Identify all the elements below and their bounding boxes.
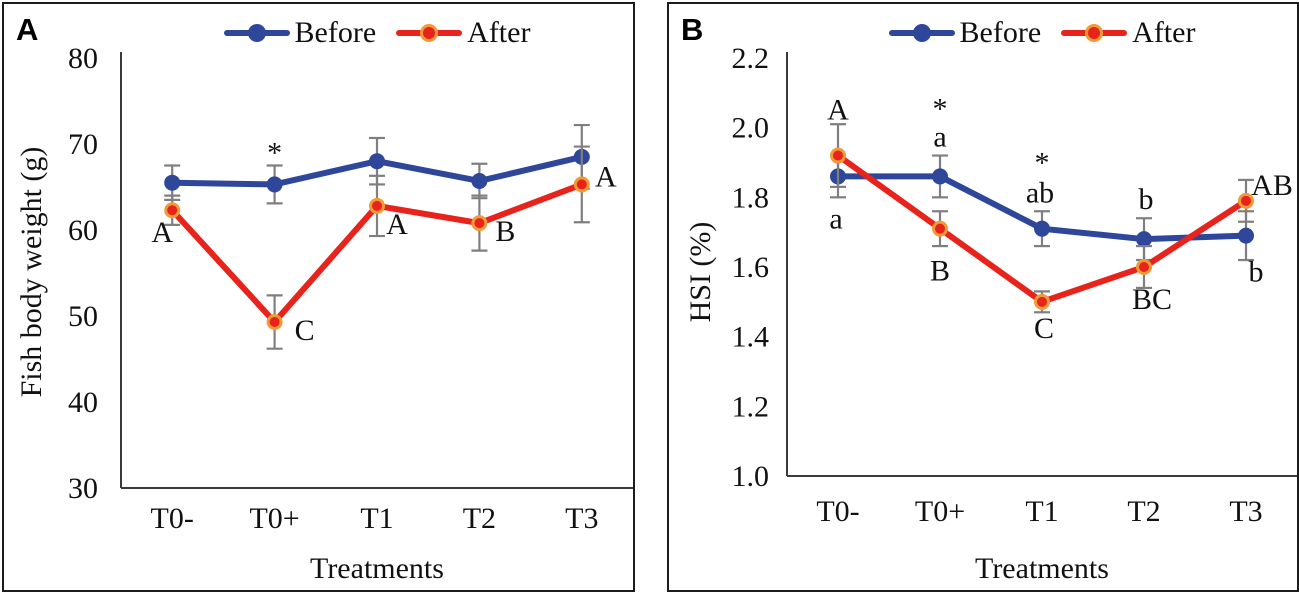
legend-item-after: After [396,16,530,50]
marker-after-T1 [1034,293,1050,310]
plot-area-a: 80 70 60 50 40 30 T0- T0+ T1 T2 T3 A * C A B A [68,42,633,535]
panel-b: B Before After HSI (%) Treatments 2.2 2.0… [667,2,1299,592]
marker-before-T2 [1136,231,1152,248]
y-tick-label-1.8: 1.8 [732,181,770,214]
legend-item-before: Before [888,16,1042,50]
marker-before-T0- [164,174,181,191]
legend-line-marker-before [223,17,290,49]
marker-before-T3 [1238,227,1254,244]
x-tick-label-T1: T1 [1025,495,1058,528]
legend-marker-after-icon [1085,24,1104,42]
y-tick-label-1.6: 1.6 [732,251,770,284]
marker-after-T0- [164,202,181,219]
y-tick-label-60: 60 [68,214,98,247]
x-tick-label-T0+: T0+ [915,495,965,528]
marker-before-T1 [1034,220,1050,237]
x-tick-label-T0+: T0+ [249,502,299,535]
annotation-B-T2: B [495,215,515,248]
legend-item-before: Before [223,16,377,50]
legend-line-marker-before [888,17,955,49]
legend-label-before: Before [294,16,377,49]
annotation-ab-T1: ab [1026,177,1054,210]
x-tick-label-T0-: T0- [151,502,194,535]
y-tick-label-30: 30 [68,472,98,505]
legend-a: Before After [121,12,633,54]
x-tick-label-T3: T3 [1229,495,1262,528]
marker-before-T1 [369,153,385,170]
annotation-A-T3: A [595,160,617,193]
annotation-BC-T2: BC [1132,283,1172,316]
annotation-asterisk-T0+: * [933,92,948,125]
x-tick-label-T2: T2 [463,502,496,535]
annotation-A-T0-: A [827,94,849,127]
annotation-a-T0+: a [933,120,946,153]
annotation-b-T2: b [1139,183,1154,216]
x-axis-title-b: Treatments [975,552,1109,585]
panel-a: A Before After Fish body weight (g) Trea… [2,2,635,592]
legend-line-marker-after [1061,17,1128,49]
marker-after-T0- [830,147,846,164]
x-axis-title-a: Treatments [310,552,444,585]
marker-before-T0+ [266,176,283,193]
legend-item-after: After [1061,16,1195,50]
legend-marker-before-icon [247,24,266,42]
marker-before-T2 [471,172,488,189]
marker-after-T0+ [266,314,283,331]
annotation-asterisk-T0+: * [267,136,282,169]
panel-letter-b: B [681,12,704,47]
y-tick-label-70: 70 [68,128,98,161]
y-tick-label-80: 80 [68,42,98,75]
legend-line-marker-after [396,17,463,49]
legend-label-after: After [467,16,531,49]
annotation-B-T0+: B [930,255,950,288]
annotation-AB-T3: AB [1251,169,1293,202]
y-tick-label-50: 50 [68,300,98,333]
annotation-A-T0-: A [151,216,173,249]
legend-label-after: After [1132,16,1196,49]
x-tick-label-T2: T2 [1127,495,1160,528]
plot-area-b: 2.22.01.81.61.41.21.0T0- T0+ T1 T2 T3Aa*aB*a… [732,42,1297,528]
legend-marker-after-icon [420,24,439,42]
legend-label-before: Before [959,16,1042,49]
annotation-a-T0-: a [829,202,842,235]
y-tick-label-2.2: 2.2 [732,42,770,75]
y-tick-label-2.0: 2.0 [732,112,770,145]
legend-marker-before-icon [912,24,931,42]
annotation-asterisk-T1: * [1035,147,1050,180]
x-tick-label-T1: T1 [360,502,393,535]
annotation-C-T1: C [1034,312,1054,345]
marker-after-T1 [369,197,385,214]
marker-before-T0+ [932,168,948,185]
legend-b: Before After [787,12,1297,54]
marker-after-T3 [1238,192,1254,209]
x-tick-label-T0-: T0- [816,495,859,528]
annotation-C-T0+: C [295,314,315,347]
marker-after-T0+ [932,220,948,237]
y-tick-label-1.4: 1.4 [732,321,770,354]
y-tick-label-1.0: 1.0 [732,460,770,493]
y-tick-label-1.2: 1.2 [732,390,770,423]
annotation-b-T3: b [1249,256,1264,289]
y-tick-label-40: 40 [68,386,98,419]
marker-after-T2 [1136,259,1152,275]
x-tick-label-T3: T3 [565,502,598,535]
panel-letter-a: A [16,12,39,47]
annotation-A-T1: A [386,208,408,241]
marker-after-T2 [471,215,488,232]
marker-after-T3 [573,176,590,193]
